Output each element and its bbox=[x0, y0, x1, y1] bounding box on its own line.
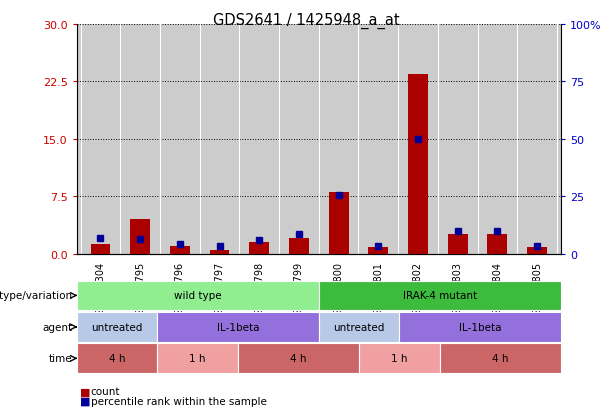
Text: 4 h: 4 h bbox=[291, 354, 307, 363]
Bar bbox=[170, 246, 190, 254]
Text: ■: ■ bbox=[80, 387, 90, 396]
Text: count: count bbox=[91, 387, 120, 396]
Bar bbox=[210, 250, 229, 254]
Text: time: time bbox=[48, 354, 72, 363]
Text: untreated: untreated bbox=[91, 322, 143, 332]
Text: IRAK-4 mutant: IRAK-4 mutant bbox=[403, 291, 477, 301]
Bar bbox=[527, 248, 547, 254]
Text: 4 h: 4 h bbox=[492, 354, 509, 363]
Bar bbox=[130, 220, 150, 254]
Bar bbox=[329, 193, 349, 254]
Text: ■: ■ bbox=[80, 396, 90, 406]
Text: agent: agent bbox=[42, 322, 72, 332]
Bar bbox=[368, 248, 388, 254]
Bar bbox=[249, 242, 269, 254]
Text: wild type: wild type bbox=[174, 291, 221, 301]
Bar bbox=[487, 235, 508, 254]
Bar bbox=[91, 245, 110, 254]
Text: 4 h: 4 h bbox=[109, 354, 125, 363]
Text: untreated: untreated bbox=[333, 322, 385, 332]
Bar bbox=[447, 235, 468, 254]
Text: IL-1beta: IL-1beta bbox=[459, 322, 501, 332]
Bar bbox=[289, 239, 309, 254]
Text: percentile rank within the sample: percentile rank within the sample bbox=[91, 396, 267, 406]
Text: 1 h: 1 h bbox=[189, 354, 206, 363]
Text: genotype/variation: genotype/variation bbox=[0, 291, 72, 301]
Bar bbox=[408, 74, 428, 254]
Text: 1 h: 1 h bbox=[391, 354, 408, 363]
Text: IL-1beta: IL-1beta bbox=[217, 322, 259, 332]
Text: GDS2641 / 1425948_a_at: GDS2641 / 1425948_a_at bbox=[213, 12, 400, 28]
